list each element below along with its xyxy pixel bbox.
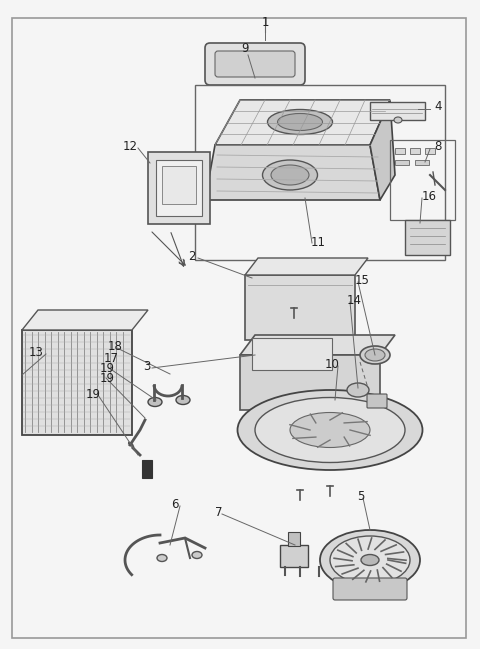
Text: 3: 3 [144, 360, 151, 374]
Bar [410, 148, 420, 154]
Ellipse shape [330, 536, 410, 584]
FancyBboxPatch shape [22, 330, 132, 435]
Ellipse shape [157, 554, 167, 561]
Ellipse shape [365, 349, 385, 361]
Polygon shape [370, 100, 395, 200]
Polygon shape [240, 335, 395, 355]
Bar [390, 140, 455, 220]
Text: 17: 17 [104, 352, 119, 365]
Polygon shape [22, 310, 148, 330]
Polygon shape [245, 258, 368, 275]
Text: 18: 18 [108, 341, 122, 354]
Text: 11: 11 [311, 236, 325, 249]
FancyBboxPatch shape [215, 51, 295, 77]
Ellipse shape [360, 346, 390, 364]
Ellipse shape [255, 397, 405, 463]
Text: 19: 19 [99, 371, 115, 384]
Text: 7: 7 [215, 506, 223, 519]
Text: 5: 5 [357, 491, 365, 504]
Bar [425, 148, 435, 154]
Polygon shape [205, 145, 380, 200]
FancyBboxPatch shape [333, 578, 407, 600]
FancyBboxPatch shape [370, 102, 425, 120]
Bar [142, 460, 152, 478]
Ellipse shape [394, 117, 402, 123]
Bar [415, 160, 429, 165]
FancyBboxPatch shape [252, 338, 332, 370]
Text: 10: 10 [324, 358, 339, 371]
Text: 16: 16 [421, 191, 436, 204]
Ellipse shape [347, 383, 369, 397]
Text: 9: 9 [241, 42, 249, 55]
Ellipse shape [192, 552, 202, 559]
Bar [395, 148, 405, 154]
Text: 8: 8 [434, 140, 442, 154]
Ellipse shape [320, 530, 420, 590]
Bar [288, 532, 300, 546]
Bar [395, 160, 409, 165]
Ellipse shape [277, 114, 323, 130]
Text: 13: 13 [29, 347, 43, 360]
Text: 14: 14 [347, 293, 361, 306]
Ellipse shape [361, 554, 379, 565]
Ellipse shape [290, 413, 370, 448]
Bar [280, 545, 308, 567]
FancyBboxPatch shape [240, 355, 380, 410]
Text: 12: 12 [122, 140, 137, 154]
Bar [156, 160, 202, 216]
Bar [162, 166, 196, 204]
Bar [148, 152, 210, 224]
Ellipse shape [148, 397, 162, 406]
Text: 2: 2 [188, 251, 196, 263]
FancyBboxPatch shape [205, 43, 305, 85]
Text: 4: 4 [434, 101, 442, 114]
Text: 6: 6 [171, 498, 179, 511]
Ellipse shape [271, 165, 309, 185]
Polygon shape [215, 100, 390, 145]
FancyBboxPatch shape [245, 275, 355, 340]
Bar [195, 85, 445, 260]
Ellipse shape [267, 110, 333, 134]
FancyBboxPatch shape [367, 394, 387, 408]
FancyBboxPatch shape [405, 220, 450, 255]
Text: 15: 15 [355, 273, 370, 286]
Ellipse shape [176, 395, 190, 404]
Text: 1: 1 [261, 16, 269, 29]
Text: 19: 19 [85, 389, 100, 402]
Ellipse shape [238, 390, 422, 470]
Ellipse shape [263, 160, 317, 190]
Text: 19: 19 [99, 361, 115, 374]
